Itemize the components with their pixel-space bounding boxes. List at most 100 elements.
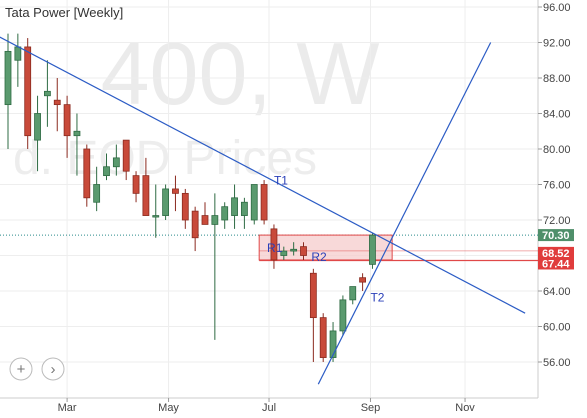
y-tick-label: 96.00	[543, 2, 571, 14]
price-badge-label: 67.44	[542, 258, 570, 270]
watermark-subtext: d. EOD Prices	[13, 132, 317, 185]
candle-up	[103, 153, 110, 181]
chart-title: Tata Power [Weekly]	[5, 5, 123, 20]
nav-button-circle	[9, 357, 33, 381]
candle-up	[4, 33, 12, 149]
x-tick-label: Nov	[455, 402, 475, 414]
watermark-text: 400, W	[101, 24, 380, 123]
y-tick-label: 80.00	[543, 144, 571, 156]
next-icon: ›	[51, 361, 56, 378]
plot-area: T1 R1 R2 T2	[0, 33, 538, 385]
next-button[interactable]: ›	[41, 357, 65, 381]
candle-body	[4, 50, 12, 106]
candle-body	[280, 250, 288, 256]
candle-down	[142, 157, 150, 216]
y-tick-label: 64.00	[543, 286, 571, 298]
candle-body	[73, 130, 81, 137]
candle-body	[44, 90, 51, 97]
y-tick-label: 60.00	[543, 322, 571, 334]
candle-body	[83, 148, 91, 199]
candles	[4, 33, 376, 362]
candle-up	[369, 233, 376, 269]
candle-up	[73, 113, 81, 176]
candle-body	[24, 46, 32, 137]
candle-body	[34, 113, 41, 141]
price-badge-bg	[538, 257, 574, 270]
x-tick-label: May	[158, 402, 179, 414]
candle-body	[359, 277, 367, 283]
candle-body	[319, 317, 327, 358]
candle-up	[44, 60, 51, 127]
price-badge: 68.52	[538, 246, 574, 260]
candle-body	[240, 201, 248, 216]
candle-down	[83, 144, 91, 207]
price-badge-bg	[538, 229, 574, 242]
candle-body	[112, 157, 120, 168]
y-tick-label: 76.00	[543, 180, 571, 192]
candle-up	[93, 166, 101, 212]
candle-body	[201, 215, 209, 225]
candle-up	[250, 184, 258, 225]
candle-down	[63, 95, 71, 158]
candle-body	[290, 248, 298, 252]
candle-down	[191, 206, 199, 252]
candle-body	[103, 166, 110, 177]
candle-up	[290, 242, 298, 256]
candle-down	[122, 139, 130, 181]
price-badge-bg	[538, 246, 574, 259]
candle-body	[221, 206, 229, 221]
x-tick-label: Jul	[262, 402, 276, 414]
candle-body	[93, 184, 101, 203]
candle-down	[201, 202, 209, 225]
candle-up	[349, 286, 357, 305]
candle-down	[24, 38, 32, 149]
candle-body	[14, 46, 22, 61]
y-tick-label: 72.00	[543, 215, 571, 227]
candle-down	[309, 268, 317, 362]
candle-body	[122, 139, 130, 172]
candle-body	[191, 210, 199, 239]
y-tick-label: 92.00	[543, 38, 571, 50]
candle-down	[181, 188, 189, 229]
candle-body	[142, 175, 150, 216]
x-tick-label: Sep	[361, 402, 381, 414]
candle-down	[172, 175, 179, 212]
annotation-r2: R2	[311, 250, 327, 264]
candle-up	[162, 184, 170, 220]
candle-body	[181, 192, 189, 221]
candle-down	[359, 273, 367, 291]
trendline-t2	[317, 42, 492, 385]
grid-lines	[0, 0, 538, 398]
price-badge: 67.44	[538, 257, 574, 270]
y-tick-label: 56.00	[543, 357, 571, 369]
candle-down	[270, 224, 278, 269]
candle-body	[339, 299, 347, 332]
candle-up	[152, 184, 160, 238]
zoom-in-button[interactable]: +	[9, 357, 33, 381]
zoom-in-icon: +	[17, 361, 26, 378]
candle-down	[53, 78, 61, 132]
candle-up	[34, 95, 41, 172]
candle-body	[329, 330, 337, 358]
candle-down	[132, 171, 140, 203]
candle-body	[260, 184, 268, 221]
candle-body	[162, 188, 170, 216]
x-tick-label: Mar	[58, 402, 77, 414]
trendline-t1	[0, 36, 526, 314]
candle-up	[14, 33, 22, 87]
candle-body	[231, 197, 238, 216]
candle-body	[369, 234, 376, 265]
candle-up	[211, 193, 219, 340]
candle-down	[319, 313, 327, 362]
candle-body	[63, 104, 71, 137]
candle-body	[53, 99, 61, 106]
candle-up	[339, 295, 347, 336]
candle-up	[112, 144, 120, 176]
price-badge-label: 70.30	[542, 230, 570, 242]
y-tick-label: 84.00	[543, 109, 571, 121]
candle-up	[240, 197, 248, 229]
candle-body	[250, 184, 258, 221]
candle-down	[300, 242, 307, 260]
candle-body	[152, 215, 160, 218]
